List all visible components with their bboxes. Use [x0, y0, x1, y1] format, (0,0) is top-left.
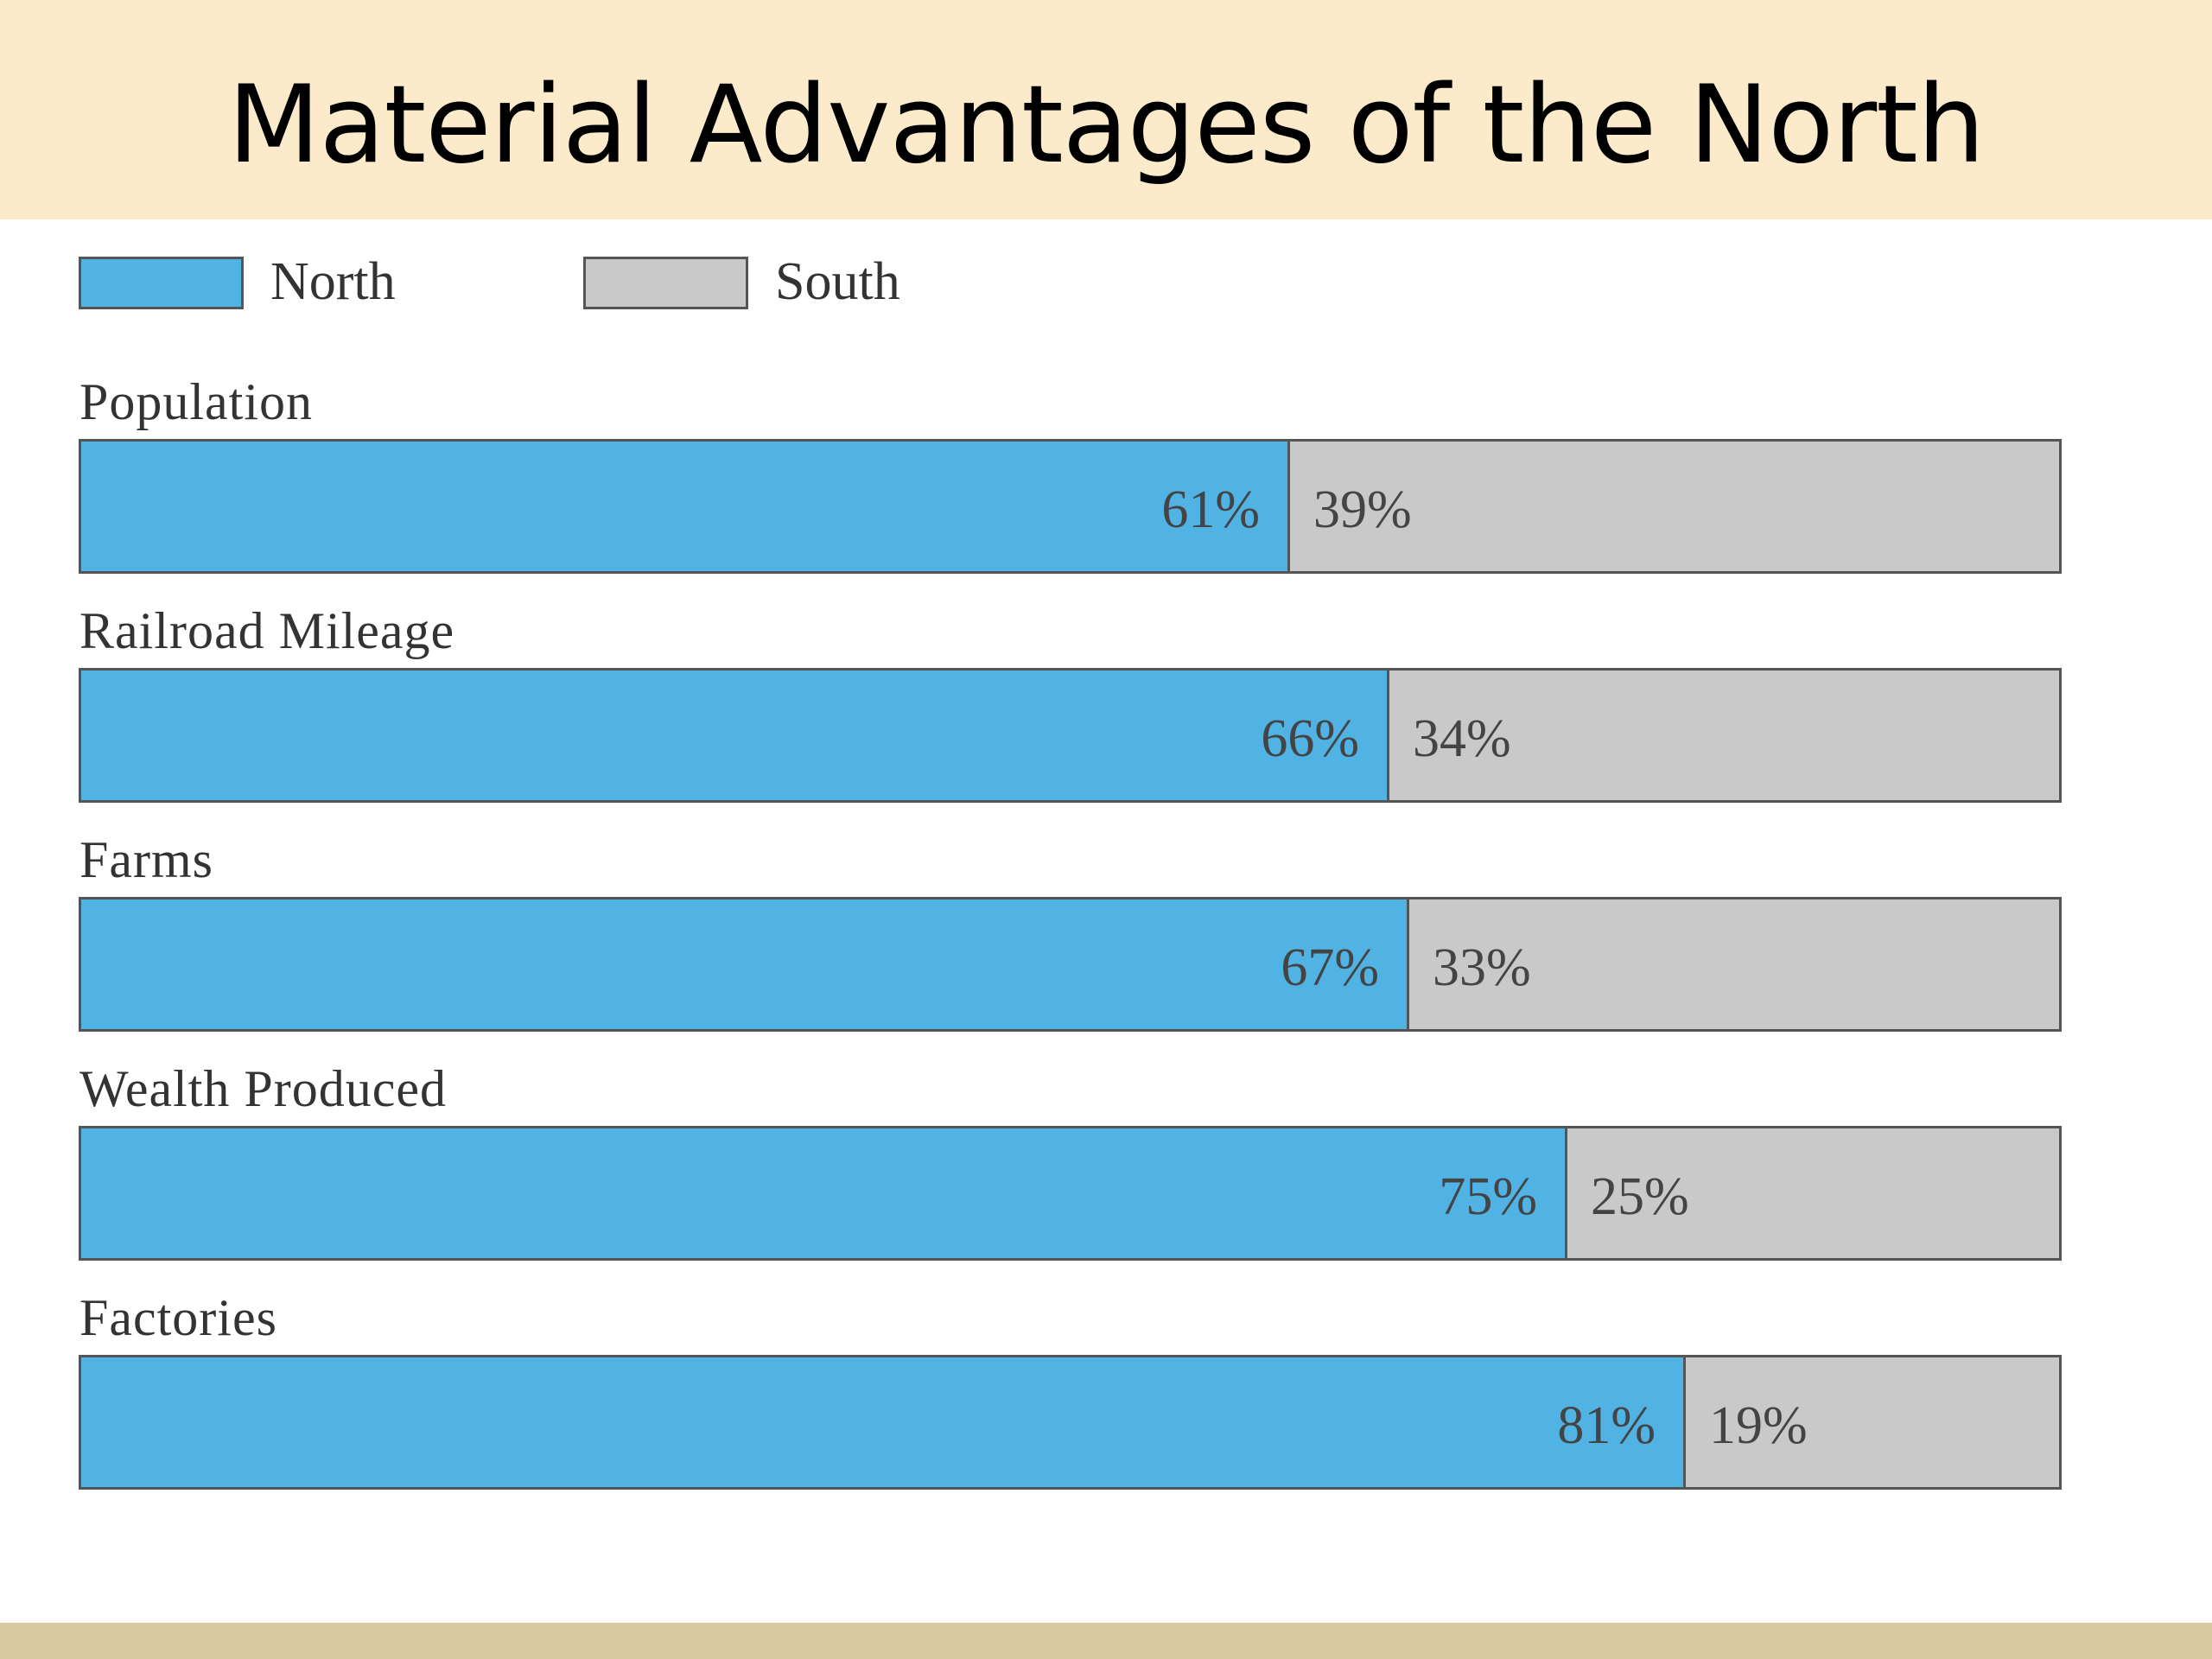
legend-label-north: North [270, 252, 396, 311]
bar-segment-south-population [1287, 442, 2059, 571]
value-label-south-wealth-produced: 25% [1591, 1167, 1689, 1226]
figure-area: Copyright © The McGraw-Hill Companies, I… [0, 219, 2212, 1623]
category-label-population: Population [79, 373, 314, 430]
bar-railroad-mileage: 66% 34% [79, 668, 2062, 803]
bar-segment-north-factories [81, 1357, 1683, 1487]
value-label-north-population: 61% [1161, 480, 1260, 539]
bar-segment-south-wealth-produced [1565, 1128, 2059, 1258]
category-label-railroad-mileage: Railroad Mileage [79, 602, 455, 659]
bar-segment-north-population [81, 442, 1287, 571]
bar-segment-south-factories [1683, 1357, 2059, 1487]
value-label-south-railroad-mileage: 34% [1413, 709, 1511, 768]
bar-segment-north-railroad-mileage [81, 671, 1387, 800]
category-label-farms: Farms [79, 831, 213, 888]
value-label-north-wealth-produced: 75% [1439, 1167, 1537, 1226]
legend-swatch-south [583, 257, 748, 309]
category-label-wealth-produced: Wealth Produced [79, 1060, 448, 1117]
category-label-factories: Factories [79, 1289, 277, 1346]
value-label-south-farms: 33% [1433, 938, 1531, 997]
bar-farms: 67% 33% [79, 897, 2062, 1032]
bar-segment-south-farms [1407, 899, 2059, 1029]
value-label-north-railroad-mileage: 66% [1261, 709, 1359, 768]
bar-population: 61% 39% [79, 439, 2062, 574]
title-band [0, 0, 2212, 219]
bar-segment-south-railroad-mileage [1387, 671, 2059, 800]
value-label-north-factories: 81% [1557, 1396, 1656, 1455]
value-label-south-factories: 19% [1709, 1396, 1808, 1455]
bar-wealth-produced: 75% 25% [79, 1126, 2062, 1261]
value-label-north-farms: 67% [1281, 938, 1379, 997]
legend-label-south: South [775, 252, 900, 311]
bar-factories: 81% 19% [79, 1355, 2062, 1490]
bar-segment-north-wealth-produced [81, 1128, 1565, 1258]
bar-segment-north-farms [81, 899, 1407, 1029]
value-label-south-population: 39% [1313, 480, 1412, 539]
slide-title: Material Advantages of the North [227, 63, 1986, 188]
footer-band [0, 1623, 2212, 1659]
legend-swatch-north [79, 257, 244, 309]
